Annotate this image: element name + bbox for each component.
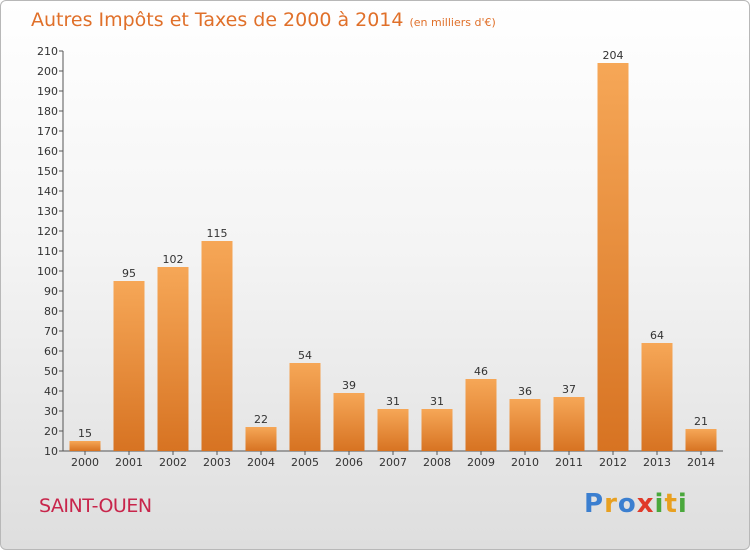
x-tick-label: 2012 <box>599 456 627 469</box>
data-label: 204 <box>603 49 624 62</box>
y-tick-label: 20 <box>44 425 58 438</box>
bar <box>69 441 101 451</box>
data-label: 22 <box>254 413 268 426</box>
y-tick-label: 140 <box>37 185 58 198</box>
chart-title: Autres Impôts et Taxes de 2000 à 2014 (en… <box>31 9 496 31</box>
y-tick-label: 120 <box>37 225 58 238</box>
data-label: 31 <box>430 395 444 408</box>
bar <box>289 363 321 451</box>
bar <box>377 409 409 451</box>
logo-letter: i <box>654 489 665 519</box>
data-label: 102 <box>163 253 184 266</box>
bar <box>201 241 233 451</box>
y-tick-label: 150 <box>37 165 58 178</box>
data-label: 115 <box>207 227 228 240</box>
data-label: 37 <box>562 383 576 396</box>
bar <box>509 399 541 451</box>
title-text: Autres Impôts et Taxes de 2000 à 2014 <box>31 9 404 31</box>
y-tick-label: 30 <box>44 405 58 418</box>
y-tick-label: 70 <box>44 325 58 338</box>
x-tick-label: 2010 <box>511 456 539 469</box>
y-tick-label: 130 <box>37 205 58 218</box>
bar <box>641 343 673 451</box>
data-label: 54 <box>298 349 312 362</box>
y-tick-label: 90 <box>44 285 58 298</box>
y-tick-label: 160 <box>37 145 58 158</box>
logo-letter: t <box>664 489 678 519</box>
logo-letter: P <box>584 489 605 519</box>
x-tick-label: 2006 <box>335 456 363 469</box>
x-tick-label: 2013 <box>643 456 671 469</box>
x-tick-label: 2001 <box>115 456 143 469</box>
y-tick-label: 100 <box>37 265 58 278</box>
logo-letter: o <box>617 489 637 519</box>
data-label: 95 <box>122 267 136 280</box>
y-tick-label: 40 <box>44 385 58 398</box>
y-tick-label: 60 <box>44 345 58 358</box>
x-tick-label: 2005 <box>291 456 319 469</box>
bar <box>421 409 453 451</box>
data-label: 36 <box>518 385 532 398</box>
logo-letter: x <box>636 489 655 519</box>
bar <box>333 393 365 451</box>
x-tick-label: 2000 <box>71 456 99 469</box>
city-name: SAINT-OUEN <box>39 495 152 517</box>
bar <box>157 267 189 451</box>
bar <box>113 281 145 451</box>
x-tick-label: 2002 <box>159 456 187 469</box>
x-tick-label: 2007 <box>379 456 407 469</box>
data-label: 46 <box>474 365 488 378</box>
data-label: 21 <box>694 415 708 428</box>
x-tick-label: 2003 <box>203 456 231 469</box>
y-tick-label: 180 <box>37 105 58 118</box>
y-tick-label: 170 <box>37 125 58 138</box>
y-tick-label: 210 <box>37 45 58 58</box>
bar <box>245 427 277 451</box>
unit-label: (en milliers d'€) <box>409 16 496 29</box>
x-tick-label: 2008 <box>423 456 451 469</box>
data-label: 15 <box>78 427 92 440</box>
x-tick-label: 2004 <box>247 456 275 469</box>
x-tick-label: 2014 <box>687 456 715 469</box>
logo-letter: r <box>604 489 618 519</box>
y-tick-label: 80 <box>44 305 58 318</box>
data-label: 39 <box>342 379 356 392</box>
x-tick-label: 2011 <box>555 456 583 469</box>
y-tick-label: 200 <box>37 65 58 78</box>
y-tick-label: 10 <box>44 445 58 458</box>
data-label: 31 <box>386 395 400 408</box>
bar <box>553 397 585 451</box>
logo-letter: i <box>677 489 688 519</box>
proxiti-logo: Proxiti <box>584 489 688 519</box>
y-tick-label: 110 <box>37 245 58 258</box>
bar <box>465 379 497 451</box>
x-tick-label: 2009 <box>467 456 495 469</box>
bar <box>597 63 629 451</box>
y-tick-label: 190 <box>37 85 58 98</box>
data-label: 64 <box>650 329 664 342</box>
bar <box>685 429 717 451</box>
y-tick-label: 50 <box>44 365 58 378</box>
